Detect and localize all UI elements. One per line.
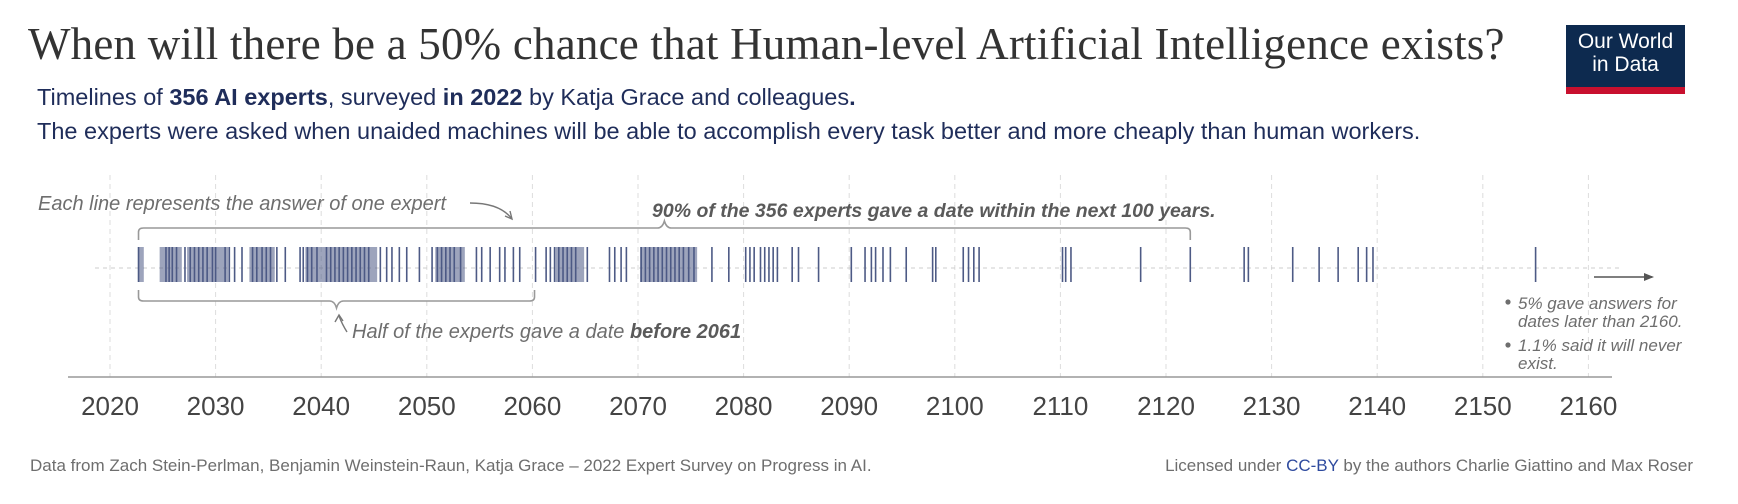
dense-band-0 (138, 247, 144, 282)
chart-subtitle-line2: The experts were asked when unaided mach… (37, 118, 1421, 144)
bullet2-line2: exist. (1518, 354, 1558, 373)
half-annotation: Half of the experts gave a date before 2… (352, 321, 741, 343)
tick-label-2030: 2030 (187, 391, 245, 421)
half-arrowhead (334, 313, 344, 323)
ninety-percent-bracket (137, 218, 1192, 240)
bullet1-line1: 5% gave answers for (1518, 294, 1678, 313)
dense-band-6 (555, 247, 585, 282)
chart-subtitle-line1: Timelines of 356 AI experts, surveyed in… (37, 84, 856, 111)
tick-label-2100: 2100 (926, 391, 984, 421)
tick-label-2160: 2160 (1559, 391, 1617, 421)
bullet2-line1: 1.1% said it will never (1518, 336, 1683, 355)
subtitle-mid: , surveyed (327, 84, 443, 110)
half-annotation-prefix: Half of the experts gave a date (352, 321, 630, 343)
license-prefix: Licensed under (1165, 456, 1287, 475)
subtitle-year: in 2022 (442, 84, 523, 110)
dense-band-1 (159, 247, 182, 282)
tick-label-2080: 2080 (715, 391, 773, 421)
dense-band-5 (435, 247, 465, 282)
tick-label-2140: 2140 (1348, 391, 1406, 421)
license-suffix: by the authors Charlie Giattino and Max … (1338, 456, 1693, 475)
tick-label-2040: 2040 (292, 391, 350, 421)
tick-label-2110: 2110 (1032, 391, 1088, 421)
tick-label-2130: 2130 (1243, 391, 1301, 421)
source-footer: Data from Zach Stein-Perlman, Benjamin W… (30, 456, 872, 475)
x-axis-ticks: 2020 2030 2040 2050 2060 2070 2080 2090 2100 2110… (81, 391, 1617, 421)
bullet-dot-1 (1505, 299, 1511, 305)
bullet1-line2: dates later than 2160. (1518, 312, 1682, 331)
subtitle-suffix: by Katja Grace and colleagues (522, 84, 850, 110)
tick-label-2020: 2020 (81, 391, 139, 421)
tick-label-2070: 2070 (609, 391, 667, 421)
half-bracket (137, 290, 536, 311)
beyond-arrowhead (1644, 273, 1654, 281)
ninety-percent-annotation: 90% of the 356 experts gave a date withi… (652, 200, 1216, 222)
cc-by-link[interactable]: CC-BY (1286, 456, 1339, 475)
tick-label-2050: 2050 (398, 391, 456, 421)
subtitle-expert-count: 356 AI experts (169, 84, 328, 110)
each-line-annotation: Each line represents the answer of one e… (38, 193, 447, 215)
dense-band-3 (249, 247, 275, 282)
license-footer: Licensed under CC-BY by the authors Char… (1165, 456, 1693, 476)
dense-answer-bands (138, 247, 698, 282)
chart-title: When will there be a 50% chance that Hum… (28, 19, 1505, 69)
each-line-arrow (469, 202, 513, 220)
bullet-dot-2 (1505, 342, 1511, 348)
dense-band-2 (187, 247, 229, 282)
timeline-chart: 2020 2030 2040 2050 2060 2070 2080 2090 2100 2110… (38, 175, 1683, 421)
dense-band-7 (640, 247, 698, 282)
subtitle-prefix: Timelines of (37, 84, 170, 110)
logo-line2: in Data (1592, 53, 1659, 76)
logo-line1: Our World (1577, 30, 1674, 53)
tick-label-2090: 2090 (820, 391, 878, 421)
each-line-arrowhead (504, 210, 514, 221)
tick-label-2150: 2150 (1454, 391, 1512, 421)
owid-logo[interactable]: Our World in Data (1566, 25, 1685, 94)
tick-label-2060: 2060 (503, 391, 561, 421)
half-arrow (338, 315, 348, 333)
subtitle-period: . (849, 84, 856, 110)
dense-band-4 (305, 247, 378, 282)
tick-label-2120: 2120 (1137, 391, 1195, 421)
half-annotation-bold: before 2061 (630, 321, 741, 343)
